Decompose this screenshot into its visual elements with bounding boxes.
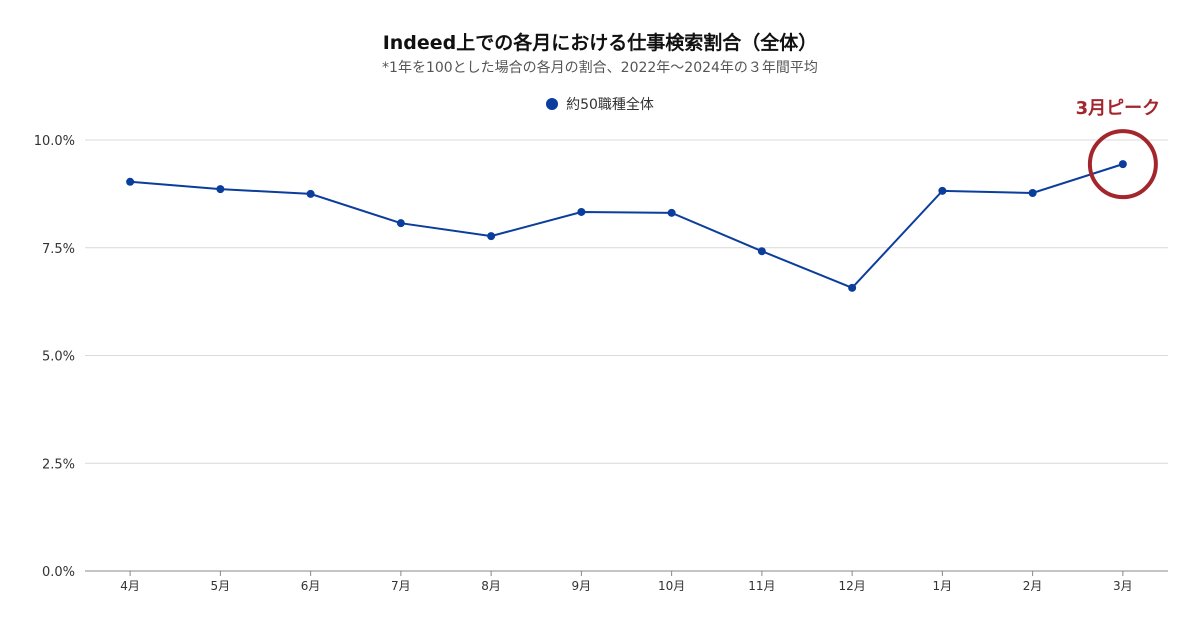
x-tick-label: 9月: [572, 579, 592, 593]
x-tick-label: 6月: [301, 579, 321, 593]
x-tick-label: 1月: [933, 579, 953, 593]
x-tick-label: 4月: [120, 579, 140, 593]
data-point: [938, 186, 947, 195]
data-point: [577, 207, 586, 216]
data-point: [1028, 189, 1037, 198]
x-tick-label: 11月: [748, 579, 775, 593]
data-point: [396, 219, 405, 228]
data-point: [126, 177, 135, 186]
x-tick-label: 10月: [658, 579, 685, 593]
data-point: [848, 283, 857, 292]
x-tick-label: 7月: [391, 579, 411, 593]
y-tick-label: 2.5%: [42, 457, 75, 472]
y-tick-label: 10.0%: [34, 134, 75, 149]
annotation-circle: [1087, 129, 1158, 200]
chart-title: Indeed上での各月における仕事検索割合（全体）: [382, 32, 818, 54]
x-tick-label: 5月: [211, 579, 231, 593]
data-point: [487, 232, 496, 241]
legend: 約50職種全体: [0, 94, 1200, 114]
y-tick-label: 7.5%: [42, 242, 75, 257]
x-tick-label: 12月: [838, 579, 865, 593]
x-tick-label: 3月: [1113, 579, 1133, 593]
y-tick-label: 0.0%: [42, 565, 75, 580]
data-point: [216, 185, 225, 194]
x-tick-label: 2月: [1023, 579, 1043, 593]
data-point: [306, 189, 315, 198]
y-tick-label: 5.0%: [42, 350, 75, 365]
annotation-label: 3月ピーク: [1076, 98, 1161, 119]
data-point: [757, 247, 766, 256]
legend-marker: [546, 98, 559, 110]
legend-label: 約50職種全体: [566, 97, 654, 113]
data-point: [1118, 160, 1127, 169]
x-tick-label: 8月: [481, 579, 501, 593]
series-line: [130, 163, 1124, 290]
chart-subtitle: *1年を100とした場合の各月の割合、2022年～2024年の３年間平均: [382, 60, 818, 76]
data-point: [667, 208, 676, 217]
